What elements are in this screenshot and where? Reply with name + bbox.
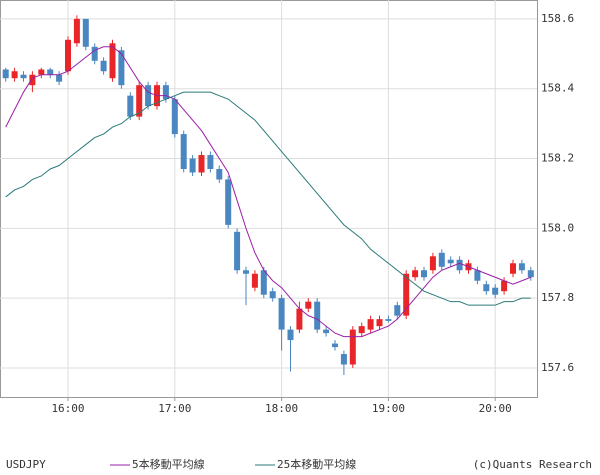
candle-body [510,263,516,274]
candle-body [483,284,490,292]
y-tick-label: 158.2 [541,152,574,165]
candle-body [29,74,36,86]
candle-body [474,270,481,281]
symbol: USDJPY [6,458,46,471]
candle-body [91,46,98,61]
x-tick-label: 18:00 [265,402,298,415]
y-tick-label: 158.4 [541,82,574,95]
candle-body [287,329,294,341]
y-tick-label: 158.6 [541,12,574,25]
candle-body [429,256,436,271]
candle-body [180,134,187,169]
candle-body [447,259,454,264]
candle-body [492,287,499,295]
x-tick-label: 19:00 [372,402,405,415]
candle-body [127,95,134,117]
candle-body [412,270,419,278]
candle-body [269,291,276,299]
candle-body [234,231,241,271]
candle-body [65,39,71,72]
y-tick-label: 157.8 [541,291,574,304]
candle-body [118,50,125,86]
candle-body [216,168,223,180]
candle-body [314,301,321,330]
candle-body [340,354,347,365]
plot-area [0,0,538,398]
candle-body [349,329,356,365]
y-tick-label: 158.0 [541,221,574,234]
candle-body [109,43,116,79]
candle-body [171,99,178,135]
x-tick-label: 20:00 [479,402,512,415]
credit: (c)Quants Research [473,458,592,471]
candle-body [56,74,63,82]
candle-body [332,343,338,348]
candle-body [243,270,249,274]
candle-body [2,69,9,79]
candle-body [198,155,205,173]
candle-body [251,273,258,288]
x-tick-label: 16:00 [51,402,84,415]
candle-body [260,270,267,295]
candle-body [207,155,214,169]
legend-label: 5本移動平均線 [132,457,205,471]
candle-body [403,273,410,316]
candle-body [82,18,89,47]
candle-body [100,60,107,72]
candle-body [518,263,525,271]
candle-body [11,71,18,79]
candle-body [20,74,27,79]
candle-body [501,280,508,292]
candle-body [278,298,285,330]
candle-body [189,158,196,173]
candle-body [323,329,330,334]
candle-body [527,270,534,278]
candle-body [225,179,232,225]
candle-body [38,69,45,75]
ma-line [5,91,531,306]
candle-body [162,85,169,100]
candle-body [305,301,312,309]
y-tick-label: 157.6 [541,361,574,374]
ma-line [5,46,531,338]
candle-body [421,270,427,278]
candle-body [385,319,392,321]
candle-body [136,85,143,117]
candle-body [456,259,463,271]
candle-body [73,18,80,44]
candle-body [376,319,383,327]
candle-body [145,85,152,107]
candle-body [438,252,445,267]
candle-body [358,326,365,334]
candle-body [296,308,303,330]
legend-label: 25本移動平均線 [277,457,356,471]
candle-body [367,319,374,330]
x-tick-label: 17:00 [158,402,191,415]
candle-body [47,69,54,75]
candle-body [394,305,401,316]
